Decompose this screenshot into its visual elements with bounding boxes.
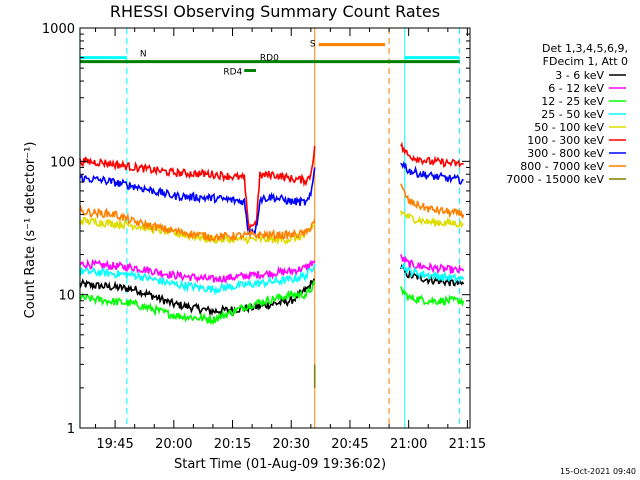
series-line-5-0 <box>79 146 316 231</box>
series-line-7-1 <box>400 183 465 219</box>
y-tick-label-1: 1 <box>67 422 75 437</box>
legend-label-5: 100 - 300 keV <box>527 134 604 147</box>
plot-layer: N S RD0 RD4 <box>79 28 465 428</box>
legend-label-6: 300 - 800 keV <box>527 147 604 160</box>
legend: Det 1,3,4,5,6,9,FDecim 1, Att 03 - 6 keV… <box>506 42 628 186</box>
x-tick-label-2115: 21:15 <box>449 437 486 452</box>
x-tick-label-2045: 20:45 <box>331 437 368 452</box>
series-line-3-0 <box>79 263 316 296</box>
series-line-0-0 <box>79 278 315 317</box>
status-bar-label: RD4 <box>223 68 242 78</box>
legend-label-7: 800 - 7000 keV <box>520 160 604 173</box>
series-line-1-1 <box>400 254 465 276</box>
series-line-3-1 <box>400 262 465 284</box>
x-tick-label-2100: 21:00 <box>390 437 427 452</box>
series-line-2-1 <box>400 286 465 308</box>
status-bar-label: RD0 <box>260 54 279 64</box>
legend-label-1: 6 - 12 keV <box>548 82 604 95</box>
tick-layer: 1 10 100 1000 19:45 20:00 20:15 20:30 20:45 21:00… <box>42 22 486 452</box>
y-axis-label: Count Rate (s⁻¹ detector⁻¹) <box>23 142 38 319</box>
y-tick-label-10: 10 <box>58 289 75 304</box>
legend-label-3: 25 - 50 keV <box>541 108 604 121</box>
series-line-5-1 <box>400 141 464 168</box>
legend-label-8: 7000 - 15000 keV <box>506 173 604 186</box>
series-line-4-1 <box>400 210 464 229</box>
x-tick-label-1945: 19:45 <box>96 437 133 452</box>
series-line-2-0 <box>79 279 316 326</box>
x-axis-label: Start Time (01-Aug-09 19:36:02) <box>174 457 386 472</box>
y-tick-label-1000: 1000 <box>42 22 75 37</box>
series-line-6-1 <box>400 160 464 185</box>
series-line-4-0 <box>79 216 316 246</box>
chart-title: RHESSI Observing Summary Count Rates <box>110 2 440 21</box>
series-line-6-0 <box>79 167 316 237</box>
plot-frame <box>79 27 471 429</box>
legend-header-line: FDecim 1, Att 0 <box>543 55 628 68</box>
status-bar-label: S <box>310 40 316 50</box>
x-tick-label-2030: 20:30 <box>273 437 310 452</box>
x-tick-label-2000: 20:00 <box>155 437 192 452</box>
x-tick-label-2015: 20:15 <box>214 437 251 452</box>
legend-label-0: 3 - 6 keV <box>555 69 604 82</box>
legend-label-4: 50 - 100 keV <box>534 121 604 134</box>
series-line-1-0 <box>79 258 316 284</box>
legend-header-line: Det 1,3,4,5,6,9, <box>542 42 628 55</box>
status-bar-label: N <box>140 50 147 60</box>
legend-label-2: 12 - 25 keV <box>541 95 604 108</box>
y-tick-label-100: 100 <box>50 155 75 170</box>
timestamp: 15-Oct-2021 09:40 <box>560 467 636 476</box>
series-line-7-0 <box>79 204 316 243</box>
